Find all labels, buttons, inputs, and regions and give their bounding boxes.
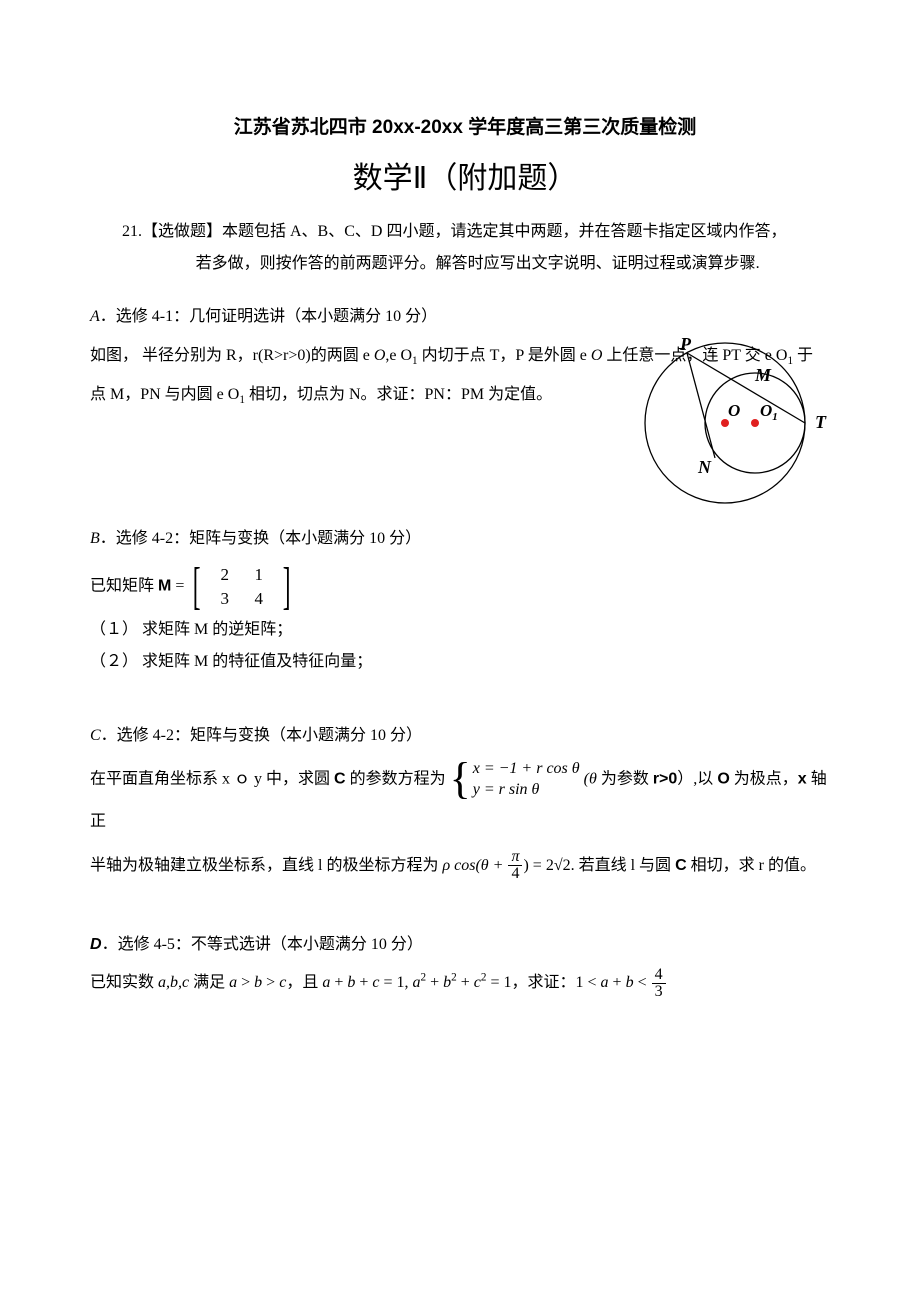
text: 相切，求 r 的值。	[687, 857, 816, 874]
rho: ρ	[442, 857, 450, 874]
C-body-2: 半轴为极轴建立极坐标系，直线 l 的极坐标方程为 ρ cos(θ + π4) =…	[90, 845, 840, 887]
section-A-label: A	[90, 308, 100, 325]
matrix-name: M	[158, 577, 171, 594]
var-O1: O1	[400, 347, 417, 364]
text: 已知实数 a,b,c 满足 a > b > c，且 a + b + c = 1,…	[90, 974, 651, 991]
B-matrix-line: 已知矩阵 M = [ 2 1 3 4 ]	[90, 561, 840, 613]
q21-intro-1: 21.【选做题】本题包括 A、B、C、D 四小题，请选定其中两题，并在答题卡指定…	[90, 217, 840, 247]
center-O	[721, 419, 729, 427]
text: (θ	[584, 770, 597, 787]
frac-pi-4: π4	[508, 849, 522, 884]
text: 的参数方程为	[346, 770, 446, 787]
label-O: O	[728, 401, 740, 420]
center-O1	[751, 419, 759, 427]
var-x: x	[798, 770, 807, 787]
line-PT	[687, 353, 805, 423]
D-body: 已知实数 a,b,c 满足 a > b > c，且 a + b + c = 1,…	[90, 967, 840, 1002]
frac-4-3: 43	[652, 967, 666, 1002]
sys1: x = −1 + r cos θ	[473, 758, 580, 780]
B-item-2: （２） 求矩阵 M 的特征值及特征向量；	[90, 647, 840, 677]
text: ,e	[385, 347, 400, 364]
label-M: M	[754, 365, 772, 385]
num: 4	[652, 967, 666, 985]
C-body-1: 在平面直角坐标系 x ｏ y 中，求圆 C 的参数方程为 { x = −1 + …	[90, 758, 840, 843]
cos: cos(θ +	[450, 857, 507, 874]
page-title-1: 江苏省苏北四市 20xx-20xx 学年度高三第三次质量检测	[90, 110, 840, 146]
page-title-2: 数学Ⅱ（附加题）	[90, 150, 840, 207]
text: 点 M，PN 与内圆 e	[90, 386, 228, 403]
geometry-figure: P M O O1 T N	[620, 328, 850, 529]
m00: 2	[208, 563, 242, 587]
var-C: C	[675, 857, 687, 874]
text: 已知矩阵	[90, 577, 158, 594]
var-O: O	[717, 770, 729, 787]
text: 内切于点 T，P 是外圆 e	[418, 347, 591, 364]
q21-intro-2: 若多做，则按作答的前两题评分。解答时应写出文字说明、证明过程或演算步骤.	[90, 249, 840, 279]
label-N: N	[697, 457, 712, 477]
sys2: y = r sin θ	[473, 779, 580, 801]
text: 为极点，	[730, 770, 798, 787]
text: 如图， 半径分别为 R，r(R>r>0)的两圆 e	[90, 347, 374, 364]
text: 相切，切点为 N。求证：PN：PM 为定值。	[245, 386, 552, 403]
label-O1: O1	[760, 401, 778, 423]
var-O: O	[374, 347, 386, 364]
m01: 1	[242, 563, 276, 587]
m10: 3	[208, 587, 242, 611]
text: 在平面直角坐标系 x ｏ y 中，求圆	[90, 770, 334, 787]
text: 为参数 r>0）,以	[597, 770, 718, 787]
rhs: ) = 2√2.	[523, 857, 574, 874]
var-O: O	[591, 347, 603, 364]
line-PN	[687, 353, 715, 458]
var-C: C	[334, 770, 346, 787]
label-P: P	[679, 334, 692, 354]
label-T: T	[815, 412, 827, 432]
text: 若直线 l 与圆	[575, 857, 675, 874]
section-D-head: D．选修 4-5：不等式选讲（本小题满分 10 分）	[90, 930, 840, 960]
den: 3	[652, 984, 666, 1001]
B-item-1: （１） 求矩阵 M 的逆矩阵；	[90, 615, 840, 645]
param-system: { x = −1 + r cos θ y = r sin θ	[450, 758, 580, 801]
num: π	[508, 849, 522, 867]
m11: 4	[242, 587, 276, 611]
eq: =	[175, 577, 184, 594]
section-C-head: C．选修 4-2：矩阵与变换（本小题满分 10 分）	[90, 721, 840, 751]
den: 4	[508, 866, 522, 883]
matrix-M: [ 2 1 3 4 ]	[188, 561, 295, 613]
var-O1: O1	[228, 386, 245, 403]
text: 半轴为极轴建立极坐标系，直线 l 的极坐标方程为	[90, 857, 442, 874]
